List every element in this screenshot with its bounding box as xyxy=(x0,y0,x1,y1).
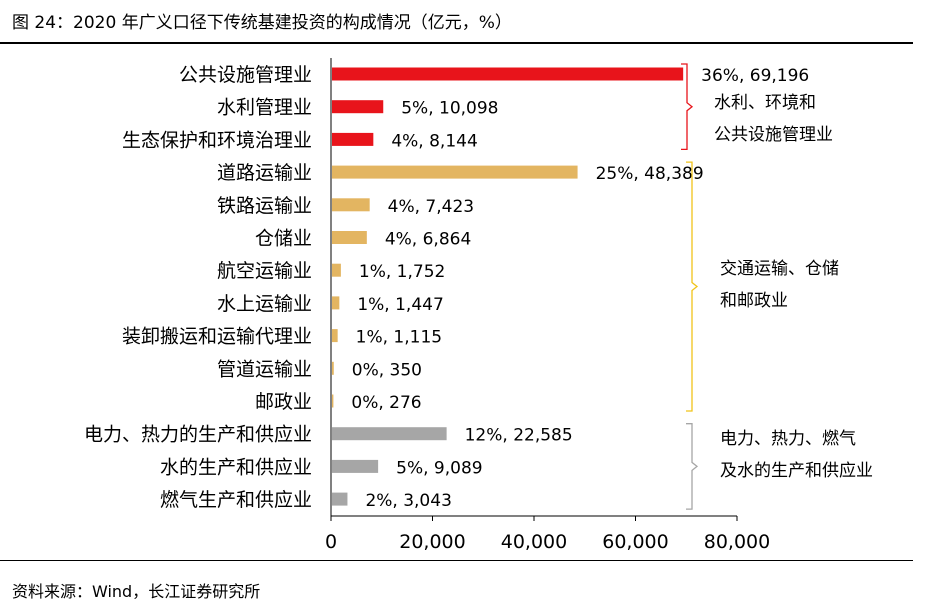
category-label: 水利管理业 xyxy=(217,97,312,119)
x-tick-label: 40,000 xyxy=(501,531,567,553)
group-label: 和邮政业 xyxy=(720,291,788,311)
source-note: 资料来源：Wind，长江证券研究所 xyxy=(12,582,261,601)
data-label: 5%, 9,089 xyxy=(396,458,482,478)
bar xyxy=(332,100,384,114)
category-label: 生态保护和环境治理业 xyxy=(122,129,312,151)
category-label: 水的生产和供应业 xyxy=(160,456,312,478)
bar xyxy=(332,198,370,212)
bar xyxy=(332,427,447,441)
bar xyxy=(332,361,334,375)
bar xyxy=(332,231,367,244)
group-bracket xyxy=(686,423,699,510)
data-label: 0%, 350 xyxy=(352,360,422,380)
data-label: 2%, 3,043 xyxy=(365,491,451,511)
bar xyxy=(332,329,338,343)
category-label: 燃气生产和供应业 xyxy=(160,489,312,511)
x-tick-label: 0 xyxy=(325,531,337,553)
category-label: 电力、热力的生产和供应业 xyxy=(84,424,312,446)
bottom-divider xyxy=(0,560,913,561)
group-label: 水利、环境和 xyxy=(714,93,816,113)
category-label: 航空运输业 xyxy=(217,260,312,282)
data-label: 1%, 1,447 xyxy=(357,295,443,315)
data-label: 5%, 10,098 xyxy=(401,99,498,119)
group-label: 及水的生产和供应业 xyxy=(720,461,873,481)
group-label: 公共设施管理业 xyxy=(714,125,833,145)
category-label: 管道运输业 xyxy=(217,358,312,380)
data-label: 0%, 276 xyxy=(351,393,421,413)
category-label: 道路运输业 xyxy=(217,162,312,184)
category-label: 邮政业 xyxy=(255,391,312,413)
group-label: 电力、热力、燃气 xyxy=(720,429,856,449)
x-tick-label: 60,000 xyxy=(602,531,668,553)
data-label: 12%, 22,585 xyxy=(465,426,573,446)
data-label: 4%, 8,144 xyxy=(391,131,477,151)
data-label: 4%, 7,423 xyxy=(388,197,474,217)
category-label: 仓储业 xyxy=(255,228,312,250)
bar xyxy=(332,165,578,179)
bar-chart: 0 20,000 40,000 60,000 80,000 公共设施管理业 36%, 69,… xyxy=(84,58,873,553)
title-divider xyxy=(0,42,913,44)
x-tick-label: 20,000 xyxy=(399,531,465,553)
category-label: 水上运输业 xyxy=(217,293,312,315)
bar xyxy=(332,67,684,81)
category-label: 装卸搬运和运输代理业 xyxy=(122,326,312,348)
data-label: 1%, 1,115 xyxy=(356,328,442,348)
x-tick-label: 80,000 xyxy=(704,531,770,553)
group-bracket xyxy=(686,161,699,412)
bar xyxy=(332,132,374,146)
bar xyxy=(332,459,379,473)
group-label: 交通运输、仓储 xyxy=(720,259,839,279)
category-label: 铁路运输业 xyxy=(217,195,312,217)
data-label: 36%, 69,196 xyxy=(701,66,809,86)
data-label: 25%, 48,389 xyxy=(596,164,704,184)
bar xyxy=(332,263,341,277)
data-label: 4%, 6,864 xyxy=(385,230,471,250)
bar xyxy=(332,492,348,506)
bar xyxy=(332,394,334,408)
group-bracket xyxy=(681,63,694,151)
data-label: 1%, 1,752 xyxy=(359,262,445,282)
bar xyxy=(332,296,340,310)
category-label: 公共设施管理业 xyxy=(179,64,312,86)
figure-title: 图 24：2020 年广义口径下传统基建投资的构成情况（亿元，%） xyxy=(12,13,512,33)
